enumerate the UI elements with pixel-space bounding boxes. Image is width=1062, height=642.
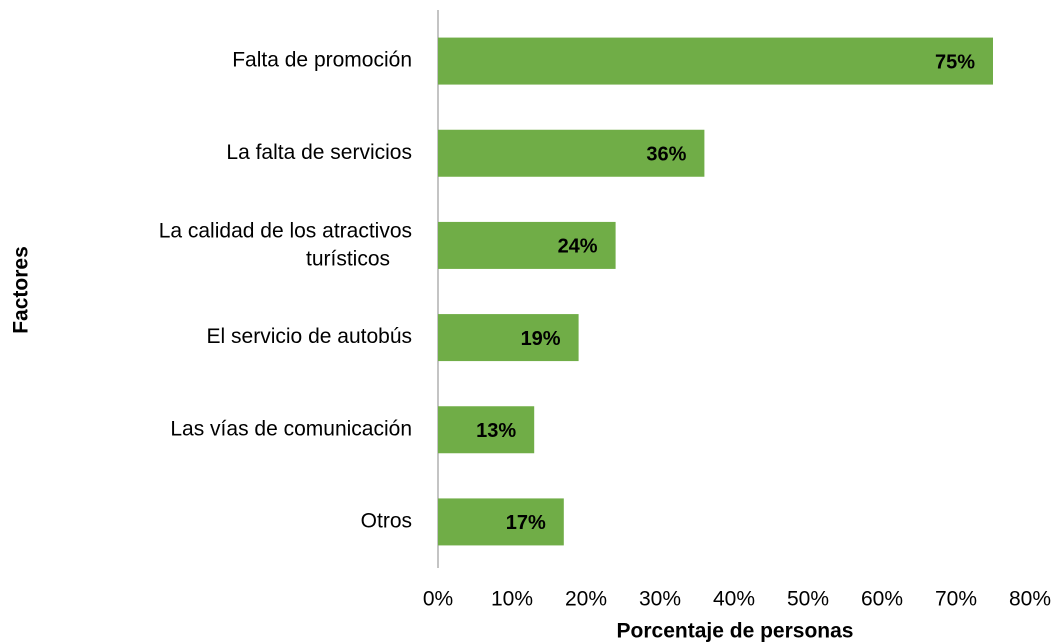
x-axis-title: Porcentaje de personas	[617, 620, 854, 642]
x-tick-label: 70%	[935, 588, 977, 611]
value-label: 24%	[558, 236, 598, 258]
x-tick-label: 0%	[423, 588, 453, 611]
value-label: 13%	[476, 420, 516, 442]
bar	[438, 221, 616, 269]
bar	[438, 129, 705, 177]
bar	[438, 314, 579, 362]
value-label: 36%	[646, 144, 686, 166]
category-label: La falta de servicios	[226, 141, 412, 164]
bar	[438, 498, 564, 546]
category-label: Falta de promoción	[232, 49, 412, 72]
category-label: La calidad de los atractivos turísticos	[159, 219, 412, 270]
value-label: 17%	[506, 512, 546, 534]
category-label: Otros	[361, 509, 412, 532]
bar	[438, 406, 535, 454]
x-tick-label: 30%	[639, 588, 681, 611]
value-label: 19%	[521, 328, 561, 350]
x-tick-label: 40%	[713, 588, 755, 611]
category-label: Las vías de comunicación	[170, 417, 412, 440]
x-tick-label: 80%	[1009, 588, 1051, 611]
x-tick-label: 10%	[491, 588, 533, 611]
bar	[438, 37, 993, 85]
category-label: El servicio de autobús	[207, 325, 412, 348]
x-tick-label: 20%	[565, 588, 607, 611]
y-axis-title: Factores	[10, 246, 33, 334]
x-tick-label: 50%	[787, 588, 829, 611]
value-label: 75%	[935, 51, 975, 73]
x-tick-label: 60%	[861, 588, 903, 611]
